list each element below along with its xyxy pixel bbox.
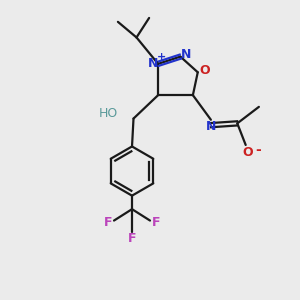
Text: F: F xyxy=(104,216,112,229)
Text: F: F xyxy=(128,232,136,245)
Text: HO: HO xyxy=(99,107,118,120)
Text: N: N xyxy=(181,48,191,61)
Text: N: N xyxy=(148,57,158,70)
Text: F: F xyxy=(152,216,160,229)
Text: O: O xyxy=(199,64,210,77)
Text: -: - xyxy=(255,143,261,158)
Text: N: N xyxy=(206,120,216,133)
Text: O: O xyxy=(243,146,254,159)
Text: +: + xyxy=(157,52,166,62)
